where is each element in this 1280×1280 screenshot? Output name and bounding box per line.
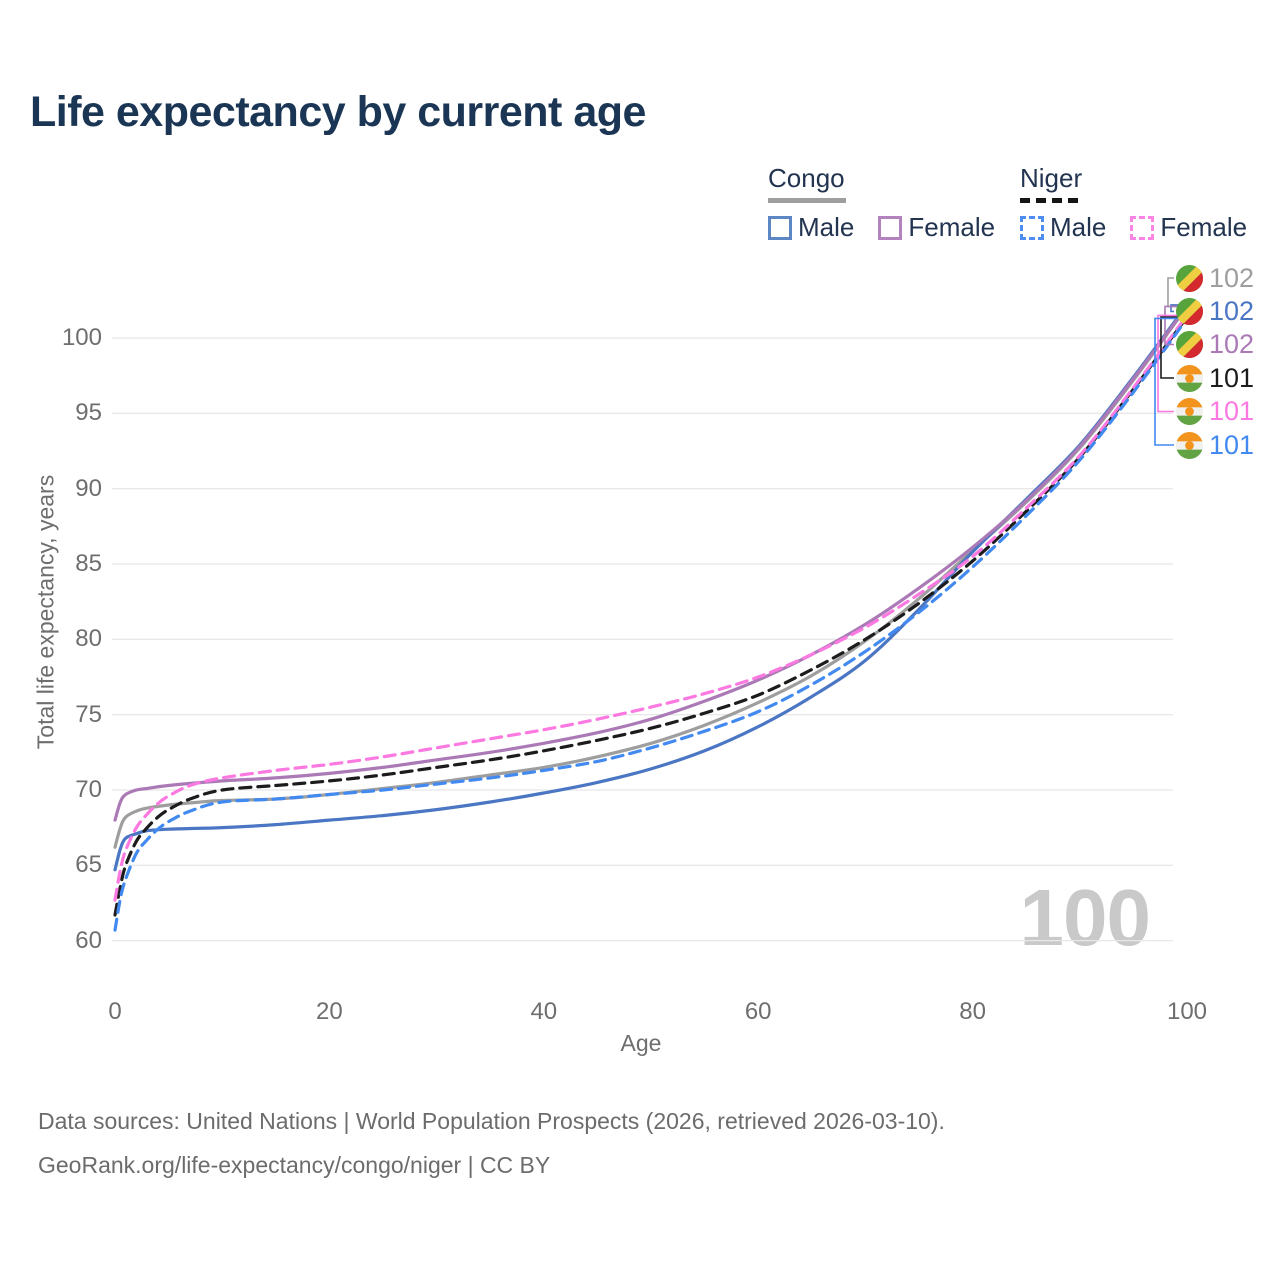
end-label-congo-male[interactable]: 102 (1176, 298, 1254, 325)
niger-male-swatch (1020, 215, 1044, 240)
series-line-congo[interactable] (113, 304, 1189, 849)
legend-item-congo-male[interactable]: Male (768, 212, 854, 243)
legend-group-niger: Niger Male Female (1020, 163, 1271, 243)
x-tick-label: 20 (316, 998, 343, 1025)
congo-male-swatch (768, 215, 792, 240)
legend-item-niger-male[interactable]: Male (1020, 212, 1106, 243)
end-label-value: 102 (1209, 329, 1255, 359)
legend-country-congo[interactable]: Congo (768, 163, 1019, 203)
niger-flag-icon (1176, 398, 1203, 425)
end-label-leader-niger (1160, 316, 1187, 379)
legend-group-congo: Congo Male Female (768, 163, 1019, 243)
legend-country-congo-label: Congo (768, 163, 845, 193)
end-label-value: 101 (1209, 362, 1255, 393)
series-line-congo-female[interactable] (113, 304, 1189, 822)
y-tick-label: 60 (75, 926, 102, 954)
chart-footer: Data sources: United Nations | World Pop… (38, 1108, 945, 1196)
congo-solid-line-swatch (768, 198, 846, 203)
x-tick-label: 80 (959, 998, 986, 1025)
page-title: Life expectancy by current age (30, 88, 646, 136)
end-label-congo-female[interactable]: 102 (1176, 331, 1254, 358)
congo-female-swatch (878, 215, 903, 240)
niger-flag-icon (1176, 364, 1203, 392)
x-tick-label: 40 (530, 998, 558, 1025)
y-tick-label: 70 (75, 775, 102, 803)
niger-flag-icon (1176, 431, 1203, 459)
niger-dashed-line-swatch (1020, 198, 1084, 203)
y-tick-label: 90 (75, 474, 102, 502)
legend-item-label: Female (1160, 212, 1248, 242)
series-line-niger-female[interactable] (113, 313, 1189, 902)
y-tick-label: 75 (75, 700, 102, 728)
footer-sources: Data sources: United Nations | World Pop… (38, 1108, 945, 1134)
legend-item-label: Female (908, 212, 996, 242)
end-label-value: 102 (1209, 296, 1255, 326)
y-tick-label: 95 (75, 399, 102, 427)
end-label-niger-female[interactable]: 101 (1176, 398, 1254, 425)
x-tick-label: 60 (744, 998, 772, 1025)
congo-flag-icon (1176, 331, 1203, 358)
y-tick-label: 65 (75, 851, 102, 879)
congo-flag-icon (1176, 298, 1203, 325)
congo-flag-icon (1176, 264, 1203, 292)
legend-country-niger[interactable]: Niger (1020, 163, 1271, 203)
end-label-leader-niger-male (1154, 317, 1187, 446)
niger-female-swatch (1130, 215, 1155, 240)
legend-item-niger-female[interactable]: Female (1130, 212, 1247, 243)
y-tick-label: 85 (75, 549, 102, 577)
y-tick-label: 80 (75, 625, 102, 653)
legend-item-label: Male (798, 212, 855, 242)
end-label-congo[interactable]: 102 (1176, 262, 1255, 293)
end-label-niger[interactable]: 101 (1176, 362, 1255, 393)
footer-attribution: GeoRank.org/life-expectancy/congo/niger … (38, 1152, 551, 1178)
x-axis-title: Age (620, 1030, 662, 1056)
end-label-value: 101 (1209, 429, 1255, 460)
end-label-leader-niger-female (1157, 314, 1187, 413)
y-tick-label: 100 (61, 324, 102, 351)
end-label-niger-male[interactable]: 101 (1176, 429, 1255, 460)
series-line-niger[interactable] (113, 315, 1189, 917)
age-100-watermark: 100 (1019, 873, 1151, 962)
legend-country-niger-label: Niger (1020, 163, 1083, 193)
x-tick-label: 100 (1166, 998, 1208, 1025)
end-label-value: 102 (1209, 262, 1255, 293)
end-label-leader-congo-female (1164, 305, 1187, 346)
x-tick-label: 0 (108, 998, 122, 1025)
legend-item-label: Male (1050, 212, 1107, 242)
series-line-niger-male[interactable] (113, 316, 1189, 932)
end-label-value: 101 (1209, 396, 1255, 426)
legend-item-congo-female[interactable]: Female (878, 212, 995, 243)
